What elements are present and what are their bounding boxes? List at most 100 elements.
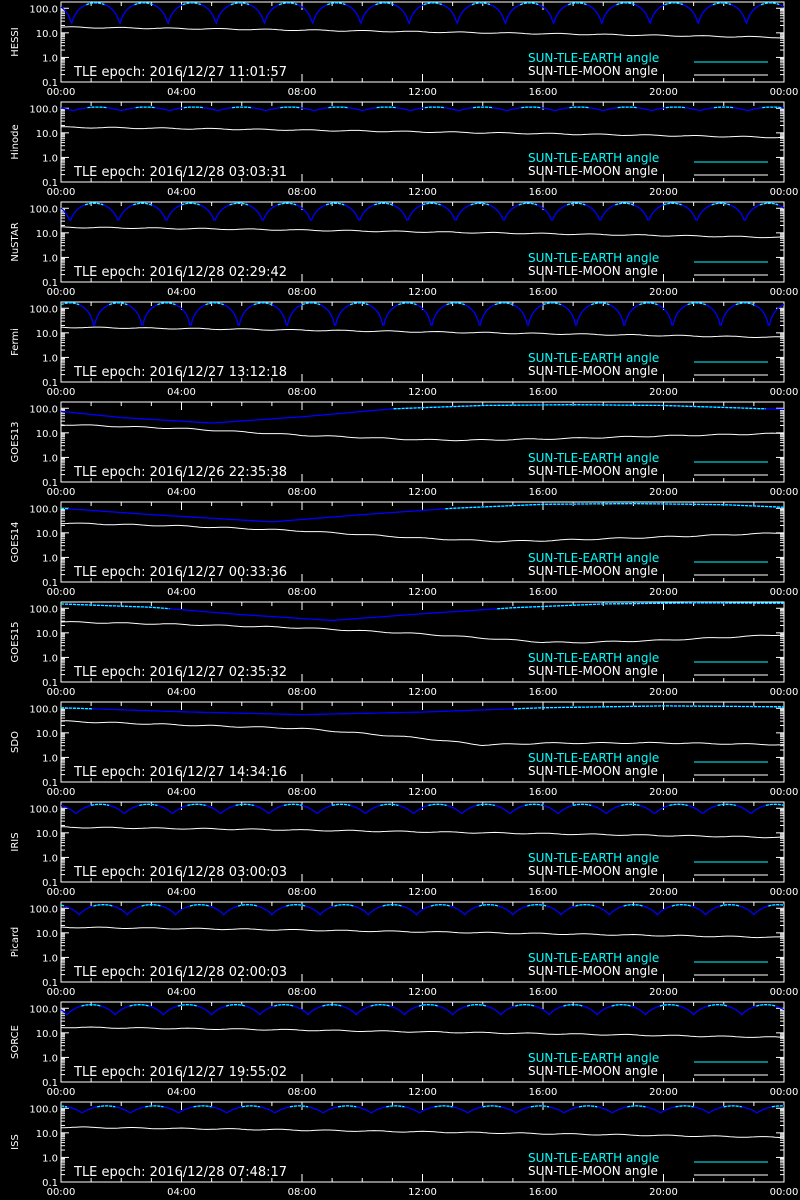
x-tick-label: 12:00 [408,187,437,198]
earth-angle-visible-segment [134,2,153,6]
legend-moon-label: SUN-TLE-MOON angle [528,564,658,578]
earth-angle-series [60,1004,785,1016]
earth-angle-visible-segment [687,302,706,306]
earth-angle-visible-segment [482,1105,501,1108]
earth-angle-visible-segment [370,1004,391,1007]
earth-angle-visible-segment [434,1105,453,1108]
x-tick-label: 00:00 [770,87,799,98]
satellite-label: SDO [10,731,21,753]
earth-angle-visible-segment [735,302,755,306]
earth-angle-visible-segment [93,904,113,907]
earth-angle-visible-segment [283,803,303,807]
moon-angle-series [61,126,785,139]
earth-angle-visible-segment [193,1105,212,1108]
earth-angle-visible-segment [494,302,514,306]
y-tick-label: 1.0 [42,1153,58,1164]
earth-angle-visible-segment [380,803,399,807]
earth-angle-visible-segment [86,2,105,6]
earth-angle-visible-segment [177,1004,198,1007]
earth-angle-visible-segment [566,202,586,206]
earth-angle-visible-segment [470,202,490,206]
y-tick-label: 0.1 [42,678,58,689]
earth-angle-visible-segment [527,904,547,907]
x-tick-label: 12:00 [408,287,437,298]
x-tick-label: 20:00 [649,887,678,898]
y-tick-label: 1.0 [42,653,58,664]
y-tick-label: 100.0 [29,4,58,15]
x-tick-label: 00:00 [47,687,76,698]
y-tick-label: 0.1 [42,578,58,589]
x-tick-label: 12:00 [408,87,437,98]
y-tick-label: 1.0 [42,1053,58,1064]
earth-angle-visible-segment [639,302,658,306]
earth-angle-series [60,2,785,25]
panel-hessi: 100.010.01.00.100:00 04:00 08:00 12:00 16:00… [10,1,799,98]
earth-angle-visible-segment [338,1105,357,1108]
satellite-label: Picard [10,927,21,958]
tle-epoch-label: TLE epoch: 2016/12/28 02:29:42 [73,265,287,280]
x-tick-label: 16:00 [529,487,558,498]
earth-angle-visible-segment [61,707,93,710]
earth-angle-visible-segment [707,1004,728,1007]
earth-angle-visible-segment [81,1004,101,1007]
x-tick-label: 08:00 [288,287,317,298]
x-tick-label: 00:00 [47,887,76,898]
x-tick-label: 08:00 [288,387,317,398]
x-tick-label: 04:00 [167,687,196,698]
panel-fermi: 100.010.01.00.100:00 04:00 08:00 12:00 16:00… [10,301,798,398]
y-tick-label: 10.0 [36,1129,58,1140]
earth-angle-visible-segment [590,302,610,306]
y-tick-label: 100.0 [29,804,58,815]
x-tick-label: 16:00 [529,887,558,898]
earth-angle-visible-segment [418,1004,439,1007]
earth-angle-visible-segment [60,1105,68,1108]
x-tick-label: 04:00 [167,87,196,98]
earth-angle-visible-segment [280,106,300,109]
legend-earth-label: SUN-TLE-EARTH angle [528,651,659,665]
x-tick-label: 12:00 [408,887,437,898]
y-tick-label: 1.0 [42,553,58,564]
earth-angle-visible-segment [235,803,254,807]
legend-earth-label: SUN-TLE-EARTH angle [528,551,659,565]
earth-angle-visible-segment [181,202,200,206]
legend-earth-label: SUN-TLE-EARTH angle [528,851,659,865]
y-tick-label: 100.0 [29,904,58,915]
y-tick-label: 10.0 [36,929,58,940]
earth-angle-visible-segment [393,404,766,410]
legend-earth-label: SUN-TLE-EARTH angle [528,51,659,65]
x-tick-label: 16:00 [529,687,558,698]
earth-angle-visible-segment [518,202,538,206]
earth-angle-visible-segment [241,1105,260,1108]
earth-angle-visible-segment [398,302,417,306]
earth-angle-visible-segment [327,2,346,6]
earth-angle-visible-segment [205,302,224,306]
moon-angle-series [61,1126,785,1139]
x-tick-label: 20:00 [649,187,678,198]
earth-angle-visible-segment [621,803,640,807]
x-tick-label: 00:00 [47,487,76,498]
legend-moon-label: SUN-TLE-MOON angle [528,1164,658,1178]
x-tick-label: 08:00 [288,187,317,198]
x-tick-label: 00:00 [47,787,76,798]
earth-angle-visible-segment [664,2,684,6]
x-tick-label: 16:00 [529,587,558,598]
y-tick-label: 0.1 [42,778,58,789]
earth-angle-visible-segment [157,302,176,306]
x-tick-label: 04:00 [167,1087,196,1098]
x-tick-label: 20:00 [649,87,678,98]
earth-angle-visible-segment [712,2,732,6]
x-tick-label: 00:00 [770,1187,799,1198]
earth-angle-visible-segment [671,904,692,907]
earth-angle-visible-segment [60,302,80,306]
tle-epoch-label: TLE epoch: 2016/12/27 14:34:16 [73,765,287,780]
y-tick-label: 100.0 [29,104,58,115]
x-tick-label: 20:00 [649,487,678,498]
panel-nustar: 100.010.01.00.100:00 04:00 08:00 12:00 16:00… [10,201,798,298]
earth-angle-visible-segment [225,1004,246,1007]
x-tick-label: 16:00 [529,787,558,798]
earth-angle-visible-segment [762,106,782,109]
earth-angle-visible-segment [765,803,785,807]
earth-angle-visible-segment [530,1105,550,1108]
x-tick-label: 20:00 [649,287,678,298]
earth-angle-visible-segment [278,2,298,6]
